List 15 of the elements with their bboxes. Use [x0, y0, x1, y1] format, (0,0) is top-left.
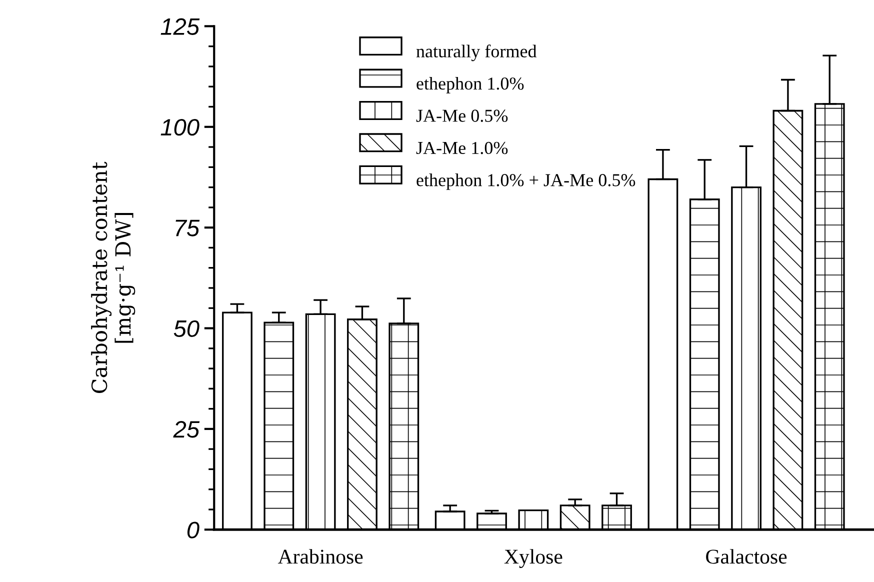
- x-tick-label: Galactose: [706, 549, 787, 564]
- legend-label: ethephon 1.0%: [416, 76, 524, 94]
- legend-label: naturally formed: [416, 44, 537, 62]
- y-tick-label: 25: [173, 421, 200, 438]
- y-tick-label: 0: [187, 522, 200, 538]
- y-tick-label: 100: [160, 118, 200, 136]
- x-tick-label: Arabinose: [278, 549, 363, 564]
- y-tick-label: 75: [176, 220, 200, 236]
- legend-label: JA-Me 0.5%: [416, 110, 508, 122]
- y-tick-label: 50: [174, 320, 200, 338]
- x-tick-label: Xylose: [504, 549, 562, 568]
- y-axis-title: Carbohydrate content [mg·g⁻¹ DW]: [91, 162, 136, 394]
- y-tick-label: 125: [160, 18, 200, 35]
- legend-label: ethephon 1.0% + JA-Me 0.5%: [416, 174, 636, 190]
- legend-label: JA-Me 1.0%: [416, 142, 508, 154]
